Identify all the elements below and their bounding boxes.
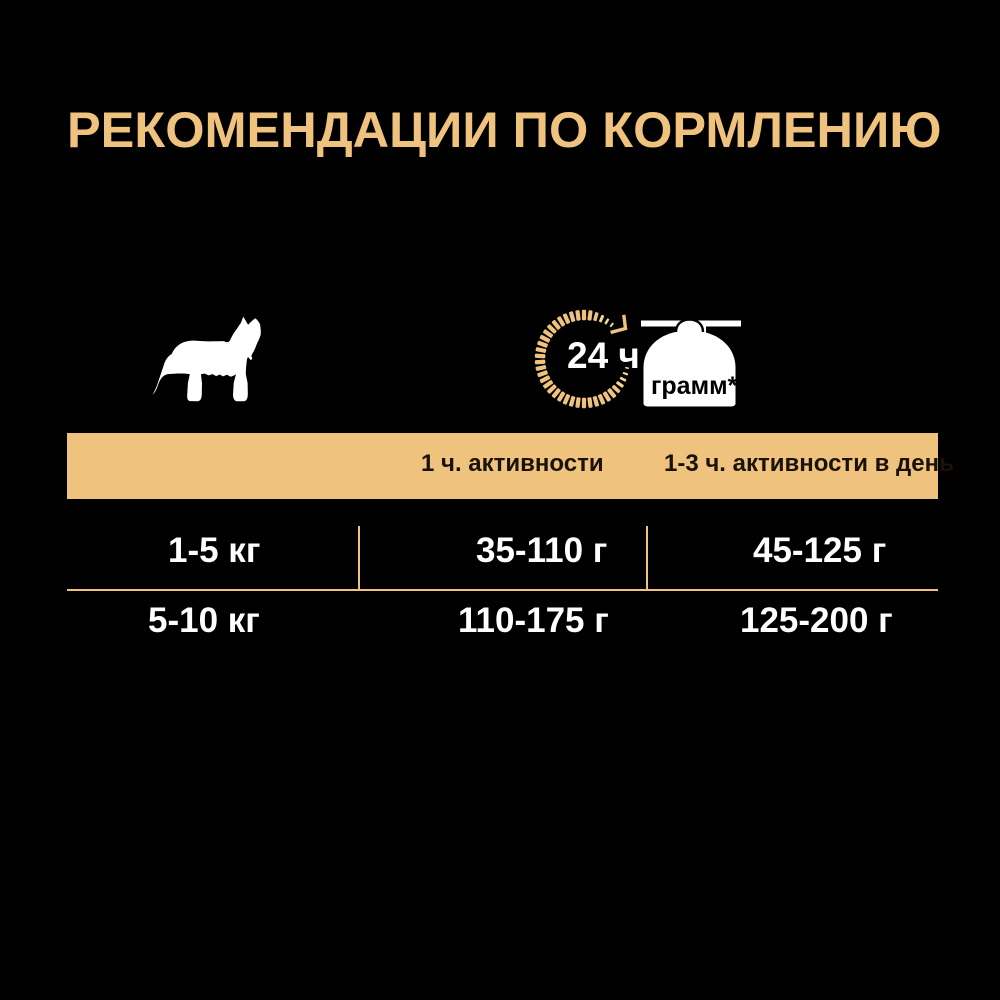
- svg-text:24 ч: 24 ч: [567, 335, 640, 376]
- svg-text:грамм*: грамм*: [651, 372, 738, 400]
